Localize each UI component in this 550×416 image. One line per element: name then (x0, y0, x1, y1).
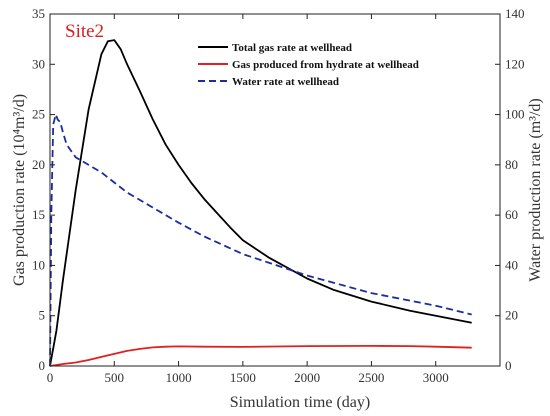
site-annotation: Site2 (65, 21, 104, 42)
x-tick-label: 3000 (423, 370, 449, 385)
y-right-tick-label: 60 (505, 207, 518, 222)
x-tick-label: 2000 (294, 370, 320, 385)
y-right-tick-label: 120 (505, 56, 525, 71)
y-axis-title-left: Gas production rate (10⁴m³/d) (11, 94, 28, 286)
series-line-0 (49, 39, 472, 367)
y-right-tick-label: 100 (505, 107, 525, 122)
series-line-1 (49, 344, 472, 367)
x-axis-title: Simulation time (day) (230, 394, 370, 411)
y-right-tick-label: 40 (505, 257, 518, 272)
legend: Total gas rate at wellhead Gas produced … (198, 42, 419, 88)
x-tick-label: 1500 (230, 370, 256, 385)
y-left-tick-label: 10 (32, 257, 45, 272)
y-left-tick-label: 25 (32, 107, 45, 122)
y-right-tick-label: 0 (505, 358, 512, 373)
y-right-tick-label: 80 (505, 157, 518, 172)
x-tick-label: 0 (47, 370, 54, 385)
series-line-2 (49, 113, 472, 367)
legend-label-water: Water rate at wellhead (232, 76, 339, 88)
x-tick-label: 500 (105, 370, 125, 385)
legend-label-hydrate-gas: Gas produced from hydrate at wellhead (232, 59, 419, 71)
y-left-tick-label: 20 (32, 157, 45, 172)
y-left-tick-label: 5 (39, 308, 46, 323)
y-right-tick-label: 140 (505, 6, 525, 21)
legend-label-total-gas: Total gas rate at wellhead (232, 42, 352, 54)
y-left-tick-label: 30 (32, 56, 45, 71)
y-right-tick-label: 20 (505, 308, 518, 323)
x-tick-label: 2500 (358, 370, 384, 385)
y-left-tick-label: 15 (32, 207, 45, 222)
plot-frame (49, 13, 501, 367)
y-axis-title-right: Water production rate (m³/d) (527, 98, 544, 281)
x-tick-label: 1000 (166, 370, 192, 385)
y-left-tick-label: 35 (32, 6, 45, 21)
y-left-tick-label: 0 (39, 358, 46, 373)
